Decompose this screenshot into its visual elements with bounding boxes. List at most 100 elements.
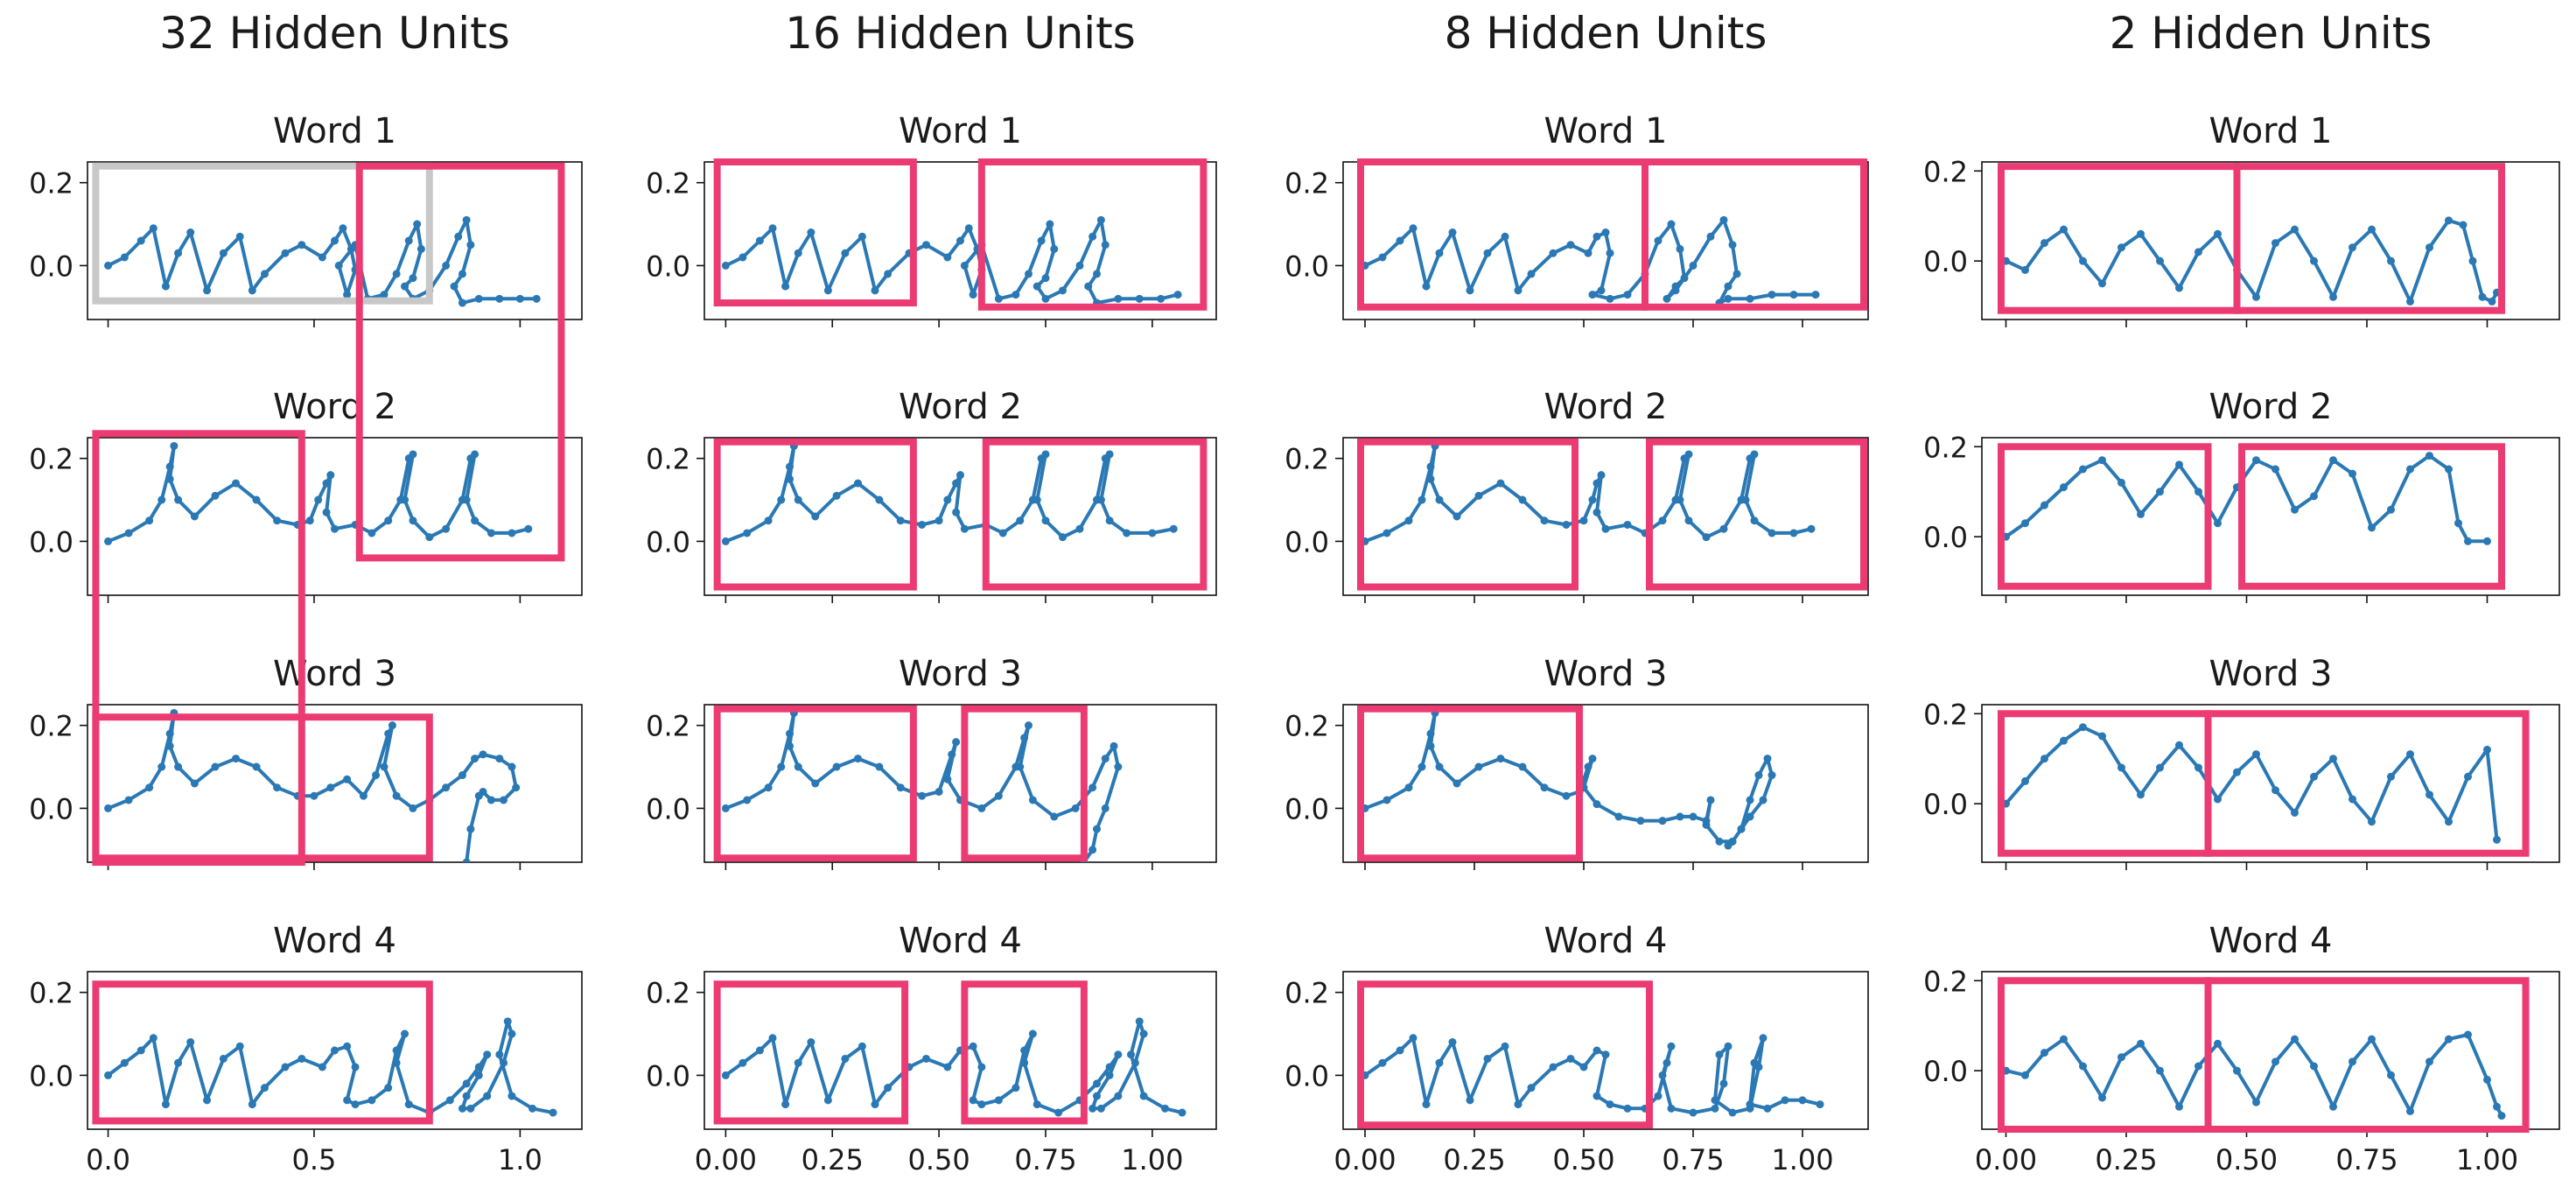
series-point [442,261,451,270]
series-group [721,1017,1186,1117]
subplot-title: Word 4 [2209,921,2333,961]
series-point [1016,516,1025,525]
series-point [1173,291,1182,299]
column-title: 16 Hidden Units [785,8,1136,59]
y-tick-label: 0.2 [29,443,74,476]
series-point [2426,452,2433,460]
series-point [368,529,376,537]
series-point [1496,755,1505,763]
series-point [458,1104,466,1113]
series-point [474,791,483,800]
series-point [1025,721,1032,730]
series-point [2137,509,2145,518]
series-point [1088,1104,1097,1113]
series-point [2348,795,2356,804]
series-point [896,516,905,525]
series-point [1798,1096,1807,1105]
series-point [450,282,458,291]
axes-frame [1981,971,2560,1130]
series-point [1724,841,1732,850]
subplot-title: Word 4 [899,921,1022,961]
series-point [1101,241,1110,249]
series-point [442,783,451,792]
series-point [462,1079,471,1088]
series-point [952,738,961,747]
series-point [2156,256,2164,265]
subplot-title: Word 1 [899,111,1022,151]
series-point [462,495,471,504]
series-point [1623,291,1632,299]
axes-frame [704,437,1217,596]
series-point [174,495,183,504]
subplot: Word 2 0.0 0.2 [1284,387,1869,603]
series-point [248,286,256,295]
series-point [832,762,841,771]
series-line [2004,725,2499,840]
series-point [1418,495,1426,504]
series-point [281,249,290,257]
highlight-box [2204,710,2530,857]
series-point [2483,537,2491,545]
series-point [1518,495,1527,504]
series-point [2175,1102,2183,1111]
series-point [2329,292,2337,301]
series-point [1689,1108,1698,1117]
series-line [1364,711,1774,847]
series-point [854,479,862,488]
subplot-title: Word 2 [899,387,1022,427]
series-point [2406,297,2414,306]
series-point [136,1046,145,1055]
series-point [1662,294,1671,303]
series-point [2040,1049,2048,1057]
series-point [858,232,866,241]
x-tick-label: 0.00 [1334,1143,1396,1176]
series-point [1020,1058,1029,1067]
highlight-box [977,158,1208,311]
series-point [1071,804,1080,812]
series-point [1750,450,1759,459]
series-point [1466,286,1474,295]
series-point [943,253,952,262]
series-point [794,249,802,257]
highlight-box [713,980,909,1125]
subplot: Word 4 0.0 0.2 0.00 0.25 0.50 0.75 1.00 [1284,921,1869,1176]
series-point [500,796,508,804]
highlight-box [1646,438,1867,591]
series-point [1378,1058,1387,1067]
series-point [466,241,475,249]
series-point [120,253,129,262]
series-point [1715,1050,1724,1059]
series-point [1592,232,1601,241]
series-point [2368,818,2376,826]
series-point [1584,762,1592,771]
axes-frame [704,161,1217,320]
series-point [1746,294,1754,303]
series-line [2005,453,2488,544]
series-point [2272,1057,2279,1066]
subplot: Word 4 0.0 0.2 0.00 0.25 0.50 0.75 1.00 [646,921,1217,1176]
series-point [2483,1075,2491,1084]
series-point [1741,495,1750,504]
series-group [2002,723,2501,844]
y-tick-label: 0.0 [646,249,690,283]
series-line [2006,1033,2503,1117]
series-point [943,495,952,504]
series-point [1046,220,1054,228]
x-tick-label: 1.00 [1771,1143,1833,1176]
series-point [1426,741,1435,750]
y-tick-label: 0.0 [1284,525,1329,558]
series-point [1658,516,1667,525]
y-tick-label: 0.0 [29,792,74,825]
series-point [1382,796,1391,804]
series-line [724,1019,1183,1115]
axes-frame [704,971,1217,1130]
series-point [1702,820,1711,829]
series-point [2040,755,2048,763]
subplot: Word 2 0.0 0.2 [29,387,583,603]
series-point [165,741,174,750]
series-point [1667,1042,1676,1050]
series-point [1706,796,1715,804]
highlight-box [982,438,1208,591]
series-point [343,775,352,783]
series-point [1422,282,1431,291]
